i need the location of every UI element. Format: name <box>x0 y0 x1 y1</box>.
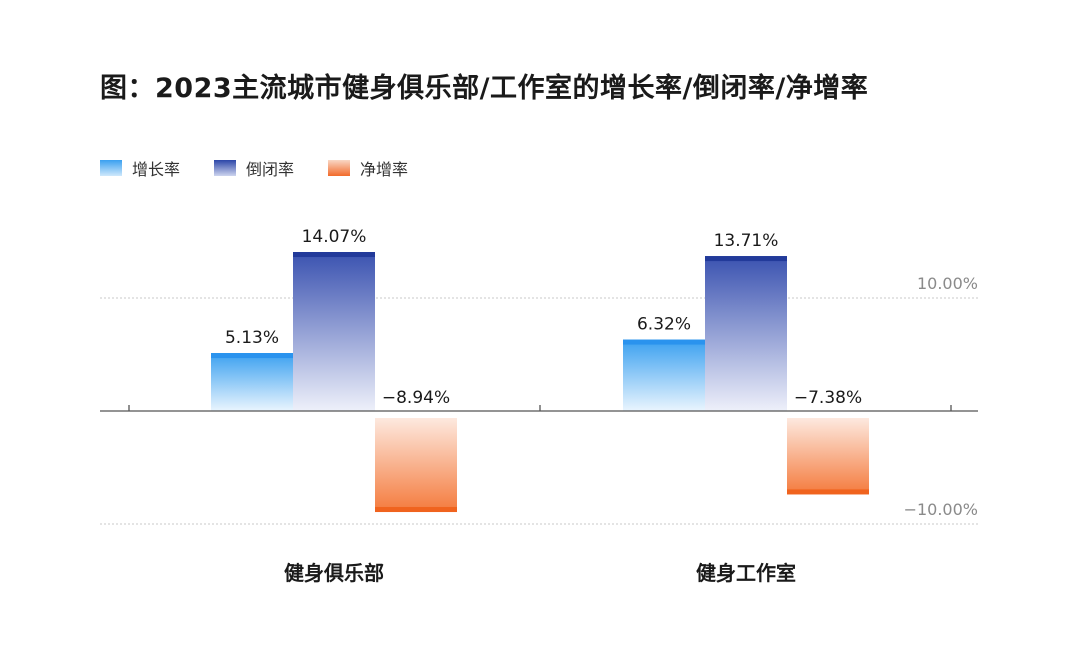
legend-item-growth: 增长率 <box>100 156 180 180</box>
data-label-growth-1: 6.32% <box>637 315 691 335</box>
bar-net-1 <box>787 418 869 495</box>
data-label-closure-0: 14.07% <box>302 227 367 247</box>
legend-label-closure: 倒闭率 <box>246 160 295 179</box>
legend-item-closure: 倒闭率 <box>214 156 294 180</box>
data-label-closure-1: 13.71% <box>714 231 779 251</box>
data-label-growth-0: 5.13% <box>225 328 279 348</box>
bar-cap-closure-1 <box>705 256 787 262</box>
legend: 增长率 倒闭率 净增率 <box>100 156 408 180</box>
legend-swatch-growth <box>100 160 122 176</box>
bar-growth-0 <box>211 353 293 411</box>
legend-label-net: 净增率 <box>360 160 409 179</box>
legend-label-growth: 增长率 <box>132 160 181 179</box>
category-label-1: 健身工作室 <box>696 561 796 585</box>
bar-net-0 <box>375 418 457 513</box>
legend-swatch-net <box>328 160 351 176</box>
data-label-net-1: −7.38% <box>794 388 862 408</box>
bar-closure-1 <box>705 256 787 411</box>
bar-growth-1 <box>623 339 705 411</box>
bar-cap-net-0 <box>375 507 457 513</box>
category-label-0: 健身俱乐部 <box>284 561 384 585</box>
bar-closure-0 <box>293 252 375 411</box>
bar-cap-growth-1 <box>623 339 705 345</box>
bar-cap-net-1 <box>787 489 869 495</box>
reference-label-0: 10.00% <box>917 274 978 293</box>
legend-item-net: 净增率 <box>328 156 408 180</box>
reference-label-1: −10.00% <box>904 500 978 519</box>
bar-cap-closure-0 <box>293 252 375 258</box>
legend-swatch-closure <box>214 160 237 176</box>
bar-cap-growth-0 <box>211 353 293 359</box>
data-label-net-0: −8.94% <box>382 388 450 408</box>
chart-title: 图：2023主流城市健身俱乐部/工作室的增长率/倒闭率/净增率 <box>100 73 869 104</box>
